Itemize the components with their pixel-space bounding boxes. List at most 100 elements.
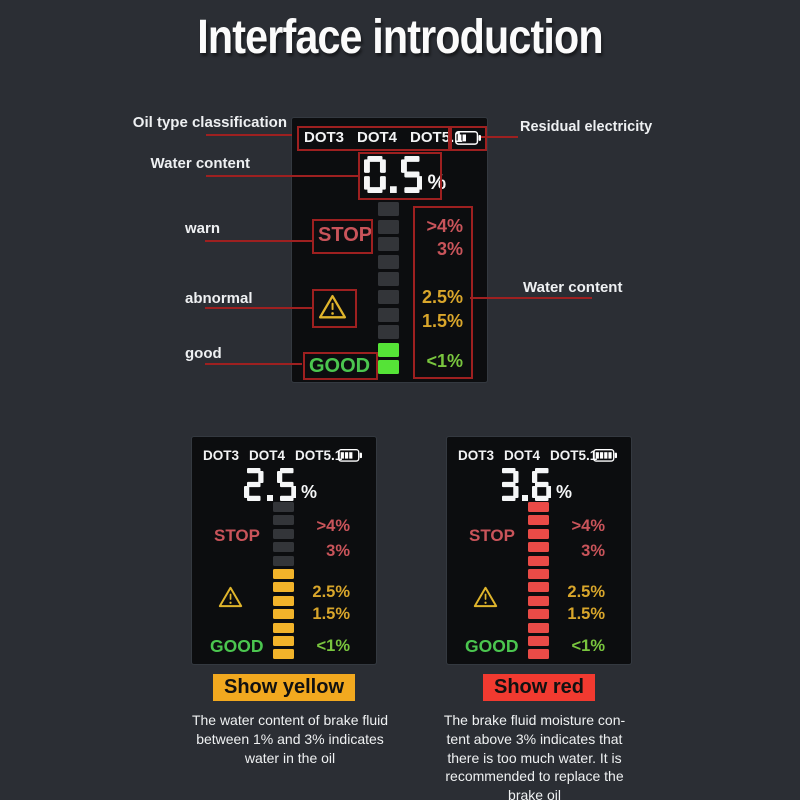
bar-segment xyxy=(273,595,294,606)
bar-segment xyxy=(378,254,399,269)
bar-segment xyxy=(273,542,294,553)
yellow-caption: The water content of brake fluid between… xyxy=(175,711,405,767)
scale-1-5: 1.5% xyxy=(567,605,605,623)
bar-segment xyxy=(273,515,294,526)
scale-gt4: >4% xyxy=(316,517,350,535)
seven-segment-digits xyxy=(244,468,296,501)
yellow-display-panel: DOT3 DOT4 DOT5.1 % STOP GOOD >4% 3% 2.5%… xyxy=(192,437,376,664)
dot3-label: DOT3 xyxy=(203,448,240,463)
bar-segment xyxy=(528,609,549,620)
bar-segment xyxy=(273,502,294,512)
seven-segment-digits xyxy=(499,468,551,501)
bar-segment xyxy=(378,272,399,287)
scale-column: >4% 3% 2.5% 1.5% <1% xyxy=(414,208,469,375)
bar-segment xyxy=(378,289,399,304)
warn-annotation: warn xyxy=(185,220,221,237)
abnormal-annotation: abnormal xyxy=(185,290,253,307)
scale-1-5: 1.5% xyxy=(312,605,350,623)
bar-segment xyxy=(528,528,549,539)
caption-line: water in the oil xyxy=(244,749,336,766)
scale-column: >4% 3% 2.5% 1.5% <1% xyxy=(547,437,611,664)
percent-unit: % xyxy=(556,482,573,502)
oil-type-row: DOT3 DOT4 DOT5.1 xyxy=(458,448,597,463)
warn-leader-line xyxy=(205,240,312,242)
scale-gt4: >4% xyxy=(571,517,605,535)
dot4-label: DOT4 xyxy=(249,448,286,463)
caption-line: there is too much water. It is xyxy=(447,749,622,766)
percent-unit: % xyxy=(301,482,318,502)
bar-segment xyxy=(528,649,549,660)
stop-label: STOP xyxy=(469,526,515,545)
show-red-badge: Show red xyxy=(482,674,595,701)
residual-annotation: Residual electricity xyxy=(520,119,653,135)
scale-lt1: <1% xyxy=(426,351,463,371)
warning-triangle-icon xyxy=(318,294,347,320)
caption-line: brake oil xyxy=(508,787,561,800)
dot5-label: DOT5.1 xyxy=(550,448,598,463)
oil-type-leader-line xyxy=(206,134,292,136)
water-content-reading: % xyxy=(364,156,446,193)
bar-segment xyxy=(378,360,399,375)
scale-2-5: 2.5% xyxy=(567,583,605,601)
caption-line: tent above 3% indicates that xyxy=(446,730,623,747)
dot4-label: DOT4 xyxy=(357,129,398,146)
bar-segment xyxy=(378,342,399,357)
water-content-right-annotation: Water content xyxy=(523,279,623,296)
oil-type-annotation: Oil type classification xyxy=(132,114,287,131)
page-title: Interface introduction xyxy=(197,11,603,64)
caption-line: between 1% and 3% indicates xyxy=(196,730,384,747)
water-content-top-leader-line xyxy=(206,175,358,177)
dot3-label: DOT3 xyxy=(304,129,345,146)
water-content-right-leader-line xyxy=(470,297,592,299)
bar-segment xyxy=(378,202,399,216)
caption-line: The brake fluid moisture con- xyxy=(443,712,626,728)
moisture-bar-column xyxy=(528,502,549,660)
bar-segment xyxy=(273,568,294,579)
warning-triangle-icon xyxy=(473,586,498,608)
stop-label: STOP xyxy=(214,526,260,545)
scale-3: 3% xyxy=(326,542,350,560)
abnormal-leader-line xyxy=(205,307,312,309)
bar-segment xyxy=(273,528,294,539)
stop-label: STOP xyxy=(318,224,373,246)
bar-segment xyxy=(273,609,294,620)
seven-segment-digits xyxy=(364,156,423,193)
scale-3: 3% xyxy=(436,239,463,259)
bar-segment xyxy=(273,622,294,633)
oil-type-row: DOT3 DOT4 DOT5.1 xyxy=(203,448,342,463)
warning-triangle-icon xyxy=(218,586,243,608)
bar-segment xyxy=(528,635,549,646)
bar-segment xyxy=(528,622,549,633)
bar-segment xyxy=(378,325,399,340)
good-label: GOOD xyxy=(465,636,519,656)
bar-segment xyxy=(378,237,399,252)
bar-segment xyxy=(273,649,294,660)
bar-segment xyxy=(528,515,549,526)
scale-3: 3% xyxy=(581,542,605,560)
show-yellow-badge-row: Show yellow xyxy=(192,674,376,701)
bar-segment xyxy=(273,555,294,566)
bar-segment xyxy=(528,568,549,579)
dot3-label: DOT3 xyxy=(458,448,495,463)
good-annotation: good xyxy=(185,345,222,362)
battery-icon xyxy=(338,449,362,462)
moisture-bar-column xyxy=(273,502,294,660)
dot5-label: DOT5.1 xyxy=(295,448,343,463)
bar-segment xyxy=(378,307,399,322)
good-label: GOOD xyxy=(210,636,264,656)
water-content-top-annotation: Water content xyxy=(150,155,250,172)
scale-2-5: 2.5% xyxy=(421,287,463,307)
scale-lt1: <1% xyxy=(316,637,350,655)
scale-gt4: >4% xyxy=(426,216,463,236)
water-content-reading: % xyxy=(499,468,572,501)
residual-leader-line xyxy=(481,136,518,138)
moisture-bar-column xyxy=(378,202,399,375)
scale-2-5: 2.5% xyxy=(312,583,350,601)
scale-column: >4% 3% 2.5% 1.5% <1% xyxy=(292,437,356,664)
oil-type-row: DOT3 DOT4 DOT5.1 xyxy=(304,129,463,146)
bar-segment xyxy=(378,219,399,234)
battery-icon xyxy=(593,449,617,462)
bar-segment xyxy=(528,542,549,553)
show-yellow-badge: Show yellow xyxy=(212,674,356,701)
